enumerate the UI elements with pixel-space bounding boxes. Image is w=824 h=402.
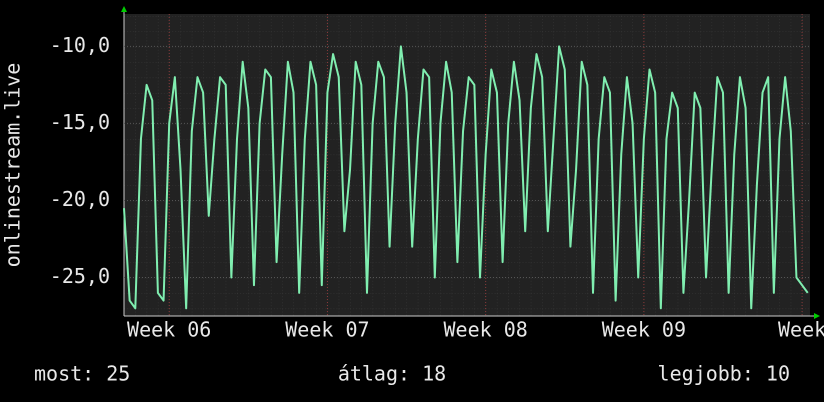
footer-average: átlag: 18 [338, 362, 446, 386]
y-tick-label: -25,0 [50, 264, 110, 288]
y-tick-label: -15,0 [50, 110, 110, 134]
data-line [123, 45, 809, 310]
y-axis-label: onlinestream.live [1, 63, 25, 268]
x-tick-label: Week [778, 318, 824, 342]
y-tick-label: -10,0 [50, 33, 110, 57]
footer-current: most: 25 [34, 362, 130, 386]
y-arrow [121, 6, 127, 12]
x-tick-label: Week 09 [602, 318, 686, 342]
x-tick-label: Week 06 [127, 318, 211, 342]
x-tick-label: Week 08 [443, 318, 527, 342]
x-arrow [814, 313, 820, 319]
y-tick-label: -20,0 [50, 187, 110, 211]
footer-max: legjobb: 10 [658, 362, 790, 386]
x-tick-label: Week 07 [285, 318, 369, 342]
minor-grid [124, 14, 810, 316]
